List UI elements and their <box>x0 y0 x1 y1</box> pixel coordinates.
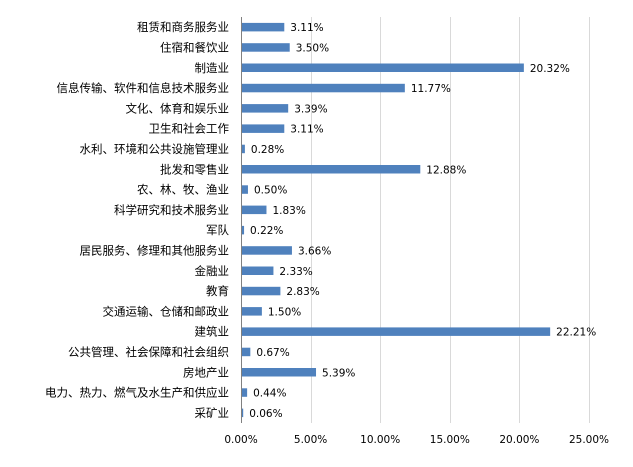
category-labels: 租赁和商务服务业住宿和餐饮业制造业信息传输、软件和信息技术服务业文化、体育和娱乐… <box>45 20 229 420</box>
x-tick-label: 25.00% <box>569 434 609 446</box>
bar <box>242 246 292 255</box>
value-label: 0.28% <box>251 144 284 156</box>
bars <box>242 22 551 418</box>
x-tick-label: 15.00% <box>430 434 470 446</box>
bar <box>242 165 421 174</box>
value-label: 3.66% <box>298 245 331 257</box>
bar <box>242 185 248 194</box>
x-tick-label: 20.00% <box>499 434 539 446</box>
bar <box>242 22 285 32</box>
value-label: 12.88% <box>426 164 466 176</box>
bar <box>242 286 281 296</box>
value-label: 20.32% <box>530 63 570 75</box>
bar <box>242 327 551 336</box>
category-label: 居民服务、修理和其他服务业 <box>80 243 230 257</box>
bar <box>242 83 405 93</box>
x-tick-label: 5.00% <box>294 434 327 446</box>
category-label: 文化、体育和娱乐业 <box>126 101 230 115</box>
bar <box>242 225 245 235</box>
value-label: 0.67% <box>256 347 289 359</box>
category-label: 建筑业 <box>195 325 230 339</box>
category-label: 军队 <box>206 223 229 237</box>
bar <box>242 408 244 418</box>
value-label: 3.39% <box>294 103 327 115</box>
value-label: 0.22% <box>250 225 283 237</box>
category-label: 科学研究和技术服务业 <box>114 203 229 217</box>
x-tick-label: 0.00% <box>224 434 257 446</box>
category-label: 批发和零售业 <box>160 162 229 176</box>
category-label: 教育 <box>206 284 229 298</box>
value-label: 3.50% <box>296 42 329 54</box>
category-label: 房地产业 <box>183 365 229 379</box>
value-label: 22.21% <box>556 327 596 339</box>
category-label: 农、林、牧、渔业 <box>137 183 229 197</box>
bar <box>242 205 267 215</box>
gridlines <box>311 17 590 423</box>
bar <box>242 388 248 397</box>
value-label: 2.83% <box>286 286 319 298</box>
category-label: 信息传输、软件和信息技术服务业 <box>57 81 230 95</box>
category-label: 公共管理、社会保障和社会组织 <box>68 345 229 359</box>
value-label: 5.39% <box>322 367 355 379</box>
category-label: 制造业 <box>195 61 230 75</box>
category-label: 住宿和餐饮业 <box>160 40 229 54</box>
bar <box>242 124 285 133</box>
value-label: 11.77% <box>411 83 451 95</box>
value-labels: 3.11% 3.50% 20.32% 11.77% 3.39% 3.11% 0.28% 12.… <box>249 22 596 420</box>
x-tick-label: 10.00% <box>360 434 400 446</box>
category-label: 采矿业 <box>195 406 230 420</box>
category-label: 卫生和社会工作 <box>149 122 230 136</box>
value-label: 3.11% <box>290 124 323 136</box>
value-label: 0.06% <box>249 408 282 420</box>
bar <box>242 104 289 113</box>
value-label: 1.83% <box>272 205 305 217</box>
bar <box>242 368 317 377</box>
category-label: 交通运输、仓储和邮政业 <box>103 304 230 318</box>
bar <box>242 266 274 275</box>
category-label: 电力、热力、燃气及水生产和供应业 <box>45 386 229 400</box>
bar <box>242 63 524 72</box>
category-label: 租赁和商务服务业 <box>137 20 229 34</box>
value-label: 3.11% <box>290 22 323 34</box>
bar <box>242 43 290 52</box>
category-label: 金融业 <box>195 264 230 278</box>
value-label: 0.50% <box>254 185 287 197</box>
x-tick-labels: 0.00% 5.00% 10.00% 15.00% 20.00% 25.00% <box>224 434 609 446</box>
bar <box>242 144 245 154</box>
value-label: 2.33% <box>279 266 312 278</box>
bar <box>242 307 262 316</box>
category-label: 水利、环境和公共设施管理业 <box>80 142 230 156</box>
value-label: 1.50% <box>268 306 301 318</box>
value-label: 0.44% <box>253 388 286 400</box>
bar <box>242 347 251 357</box>
